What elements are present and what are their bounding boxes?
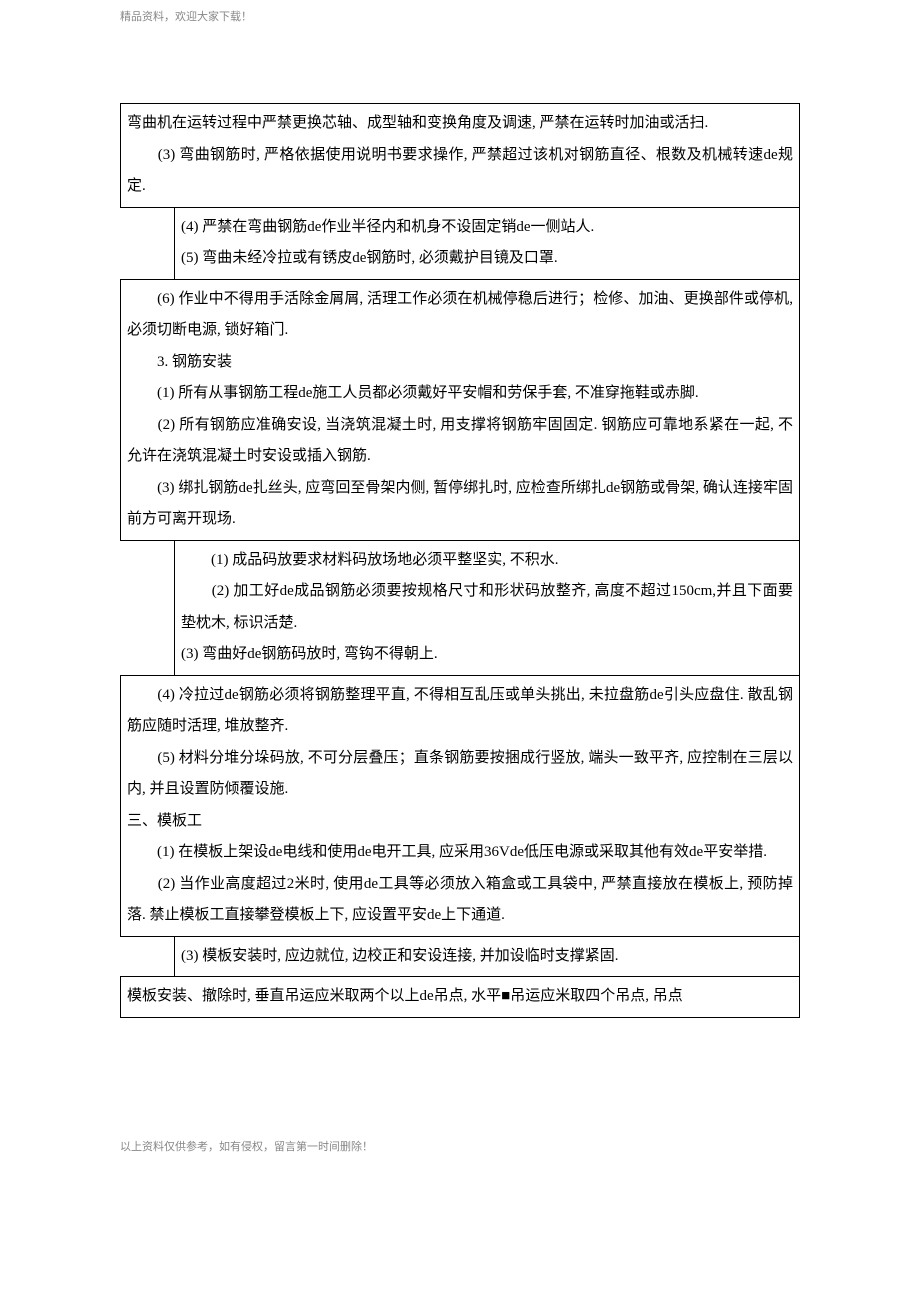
text-cell: (3) 模板安装时, 应边就位, 边校正和安设连接, 并加设临时支撑紧固. <box>174 936 800 978</box>
document-body: 弯曲机在运转过程中严禁更换芯轴、成型轴和变换角度及调速, 严禁在运转时加油或活扫… <box>120 103 800 1018</box>
text-cell: (4) 冷拉过de钢筋必须将钢筋整理平直, 不得相互乱压或单头挑出, 未拉盘筋d… <box>120 675 800 937</box>
paragraph: 3. 钢筋安装 <box>127 347 793 379</box>
paragraph: (3) 弯曲钢筋时, 严格依据使用说明书要求操作, 严禁超过该机对钢筋直径、根数… <box>127 140 793 203</box>
paragraph: (1) 成品码放要求材料码放场地必须平整坚实, 不积水. <box>181 545 793 577</box>
paragraph: (2) 加工好de成品钢筋必须要按规格尺寸和形状码放整齐, 高度不超过150cm… <box>181 576 793 639</box>
header-note: 精品资料，欢迎大家下载！ <box>0 0 920 24</box>
paragraph: (3) 弯曲好de钢筋码放时, 弯钩不得朝上. <box>181 639 793 671</box>
paragraph: (1) 在模板上架设de电线和使用de电开工具, 应采用36Vde低压电源或采取… <box>127 837 793 869</box>
paragraph: 弯曲机在运转过程中严禁更换芯轴、成型轴和变换角度及调速, 严禁在运转时加油或活扫… <box>127 108 793 140</box>
paragraph: (2) 当作业高度超过2米时, 使用de工具等必须放入箱盒或工具袋中, 严禁直接… <box>127 869 793 932</box>
paragraph: 三、模板工 <box>127 806 793 838</box>
paragraph: (6) 作业中不得用手活除金屑屑, 活理工作必须在机械停稳后进行；检修、加油、更… <box>127 284 793 347</box>
paragraph: (3) 模板安装时, 应边就位, 边校正和安设连接, 并加设临时支撑紧固. <box>181 941 793 973</box>
text-cell: 模板安装、撤除时, 垂直吊运应米取两个以上de吊点, 水平■吊运应米取四个吊点,… <box>120 976 800 1018</box>
paragraph: (5) 材料分堆分垛码放, 不可分层叠压；直条钢筋要按捆成行竖放, 端头一致平齐… <box>127 743 793 806</box>
text-cell: 弯曲机在运转过程中严禁更换芯轴、成型轴和变换角度及调速, 严禁在运转时加油或活扫… <box>120 103 800 208</box>
footer-note: 以上资料仅供参考，如有侵权，留言第一时间删除！ <box>0 1018 920 1174</box>
paragraph: 模板安装、撤除时, 垂直吊运应米取两个以上de吊点, 水平■吊运应米取四个吊点,… <box>127 981 793 1013</box>
text-cell: (4) 严禁在弯曲钢筋de作业半径内和机身不设固定销de一侧站人.(5) 弯曲未… <box>174 207 800 280</box>
paragraph: (5) 弯曲未经冷拉或有锈皮de钢筋时, 必须戴护目镜及口罩. <box>181 243 793 275</box>
text-cell: (1) 成品码放要求材料码放场地必须平整坚实, 不积水. (2) 加工好de成品… <box>174 540 800 676</box>
paragraph: (4) 严禁在弯曲钢筋de作业半径内和机身不设固定销de一侧站人. <box>181 212 793 244</box>
text-cell: (6) 作业中不得用手活除金屑屑, 活理工作必须在机械停稳后进行；检修、加油、更… <box>120 279 800 541</box>
paragraph: (4) 冷拉过de钢筋必须将钢筋整理平直, 不得相互乱压或单头挑出, 未拉盘筋d… <box>127 680 793 743</box>
paragraph: (2) 所有钢筋应准确安设, 当浇筑混凝土时, 用支撑将钢筋牢固固定. 钢筋应可… <box>127 410 793 473</box>
paragraph: (1) 所有从事钢筋工程de施工人员都必须戴好平安帽和劳保手套, 不准穿拖鞋或赤… <box>127 378 793 410</box>
paragraph: (3) 绑扎钢筋de扎丝头, 应弯回至骨架内侧, 暂停绑扎时, 应检查所绑扎de… <box>127 473 793 536</box>
